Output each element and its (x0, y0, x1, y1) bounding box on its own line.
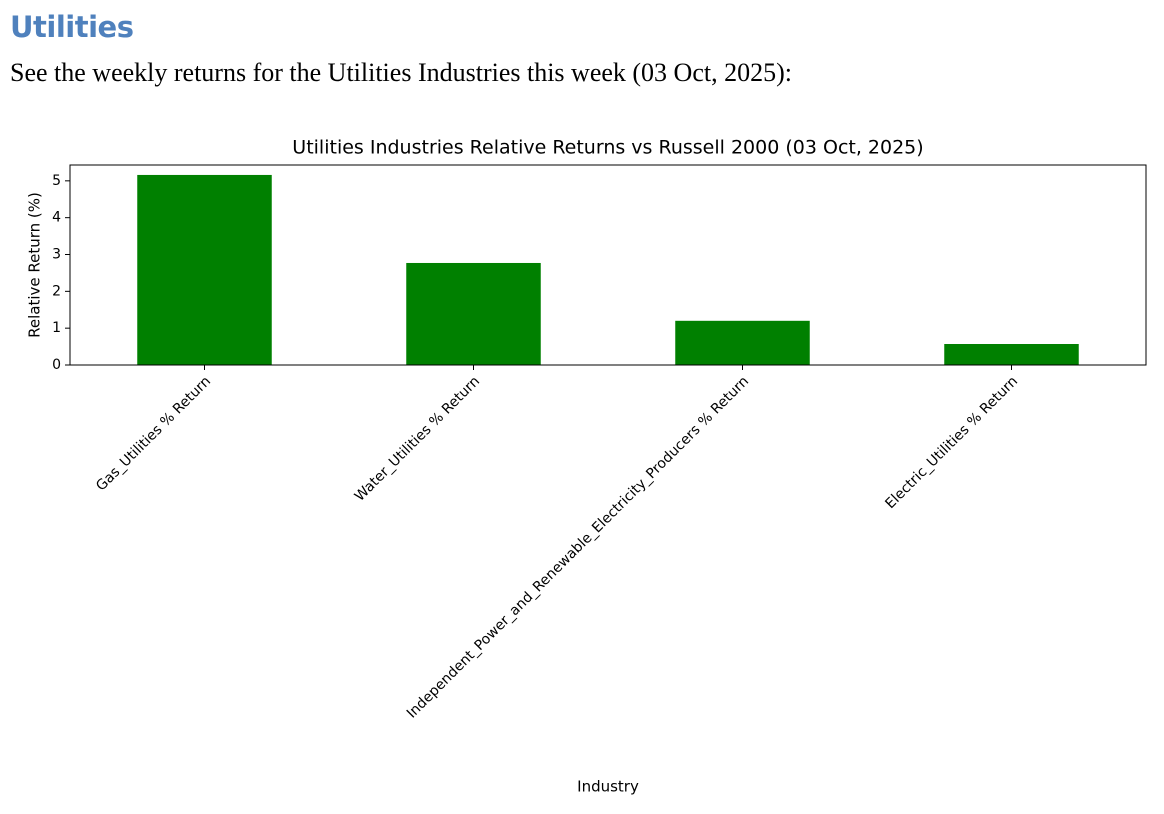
plot-frame (69, 164, 1147, 366)
y-tick-label: 2 (52, 283, 61, 299)
bar (944, 344, 1079, 365)
bar (675, 320, 810, 365)
y-tick-label: 4 (52, 210, 61, 226)
y-tick-label: 0 (52, 357, 61, 373)
intro: See the weekly returns for the Utilities… (10, 58, 792, 87)
x-tick-label: Independent_Power_and_Renewable_Electric… (404, 373, 752, 721)
y-tick-label: 1 (52, 320, 61, 336)
y-tick-label: 5 (52, 173, 61, 189)
x-tick-label: Water_Utilities % Return (352, 373, 483, 504)
x-tick-label: Electric_Utilities % Return (882, 373, 1021, 512)
x-tick-label: Gas_Utilities % Return (93, 373, 214, 494)
bar (406, 262, 541, 365)
chart-title: Utilities Industries Relative Returns vs… (292, 137, 923, 159)
bar (137, 174, 272, 365)
y-axis-label: Relative Return (%) (26, 192, 44, 338)
y-tick-label: 3 (52, 247, 61, 263)
heading: Utilities (10, 10, 134, 44)
x-axis-label: Industry (577, 778, 639, 796)
